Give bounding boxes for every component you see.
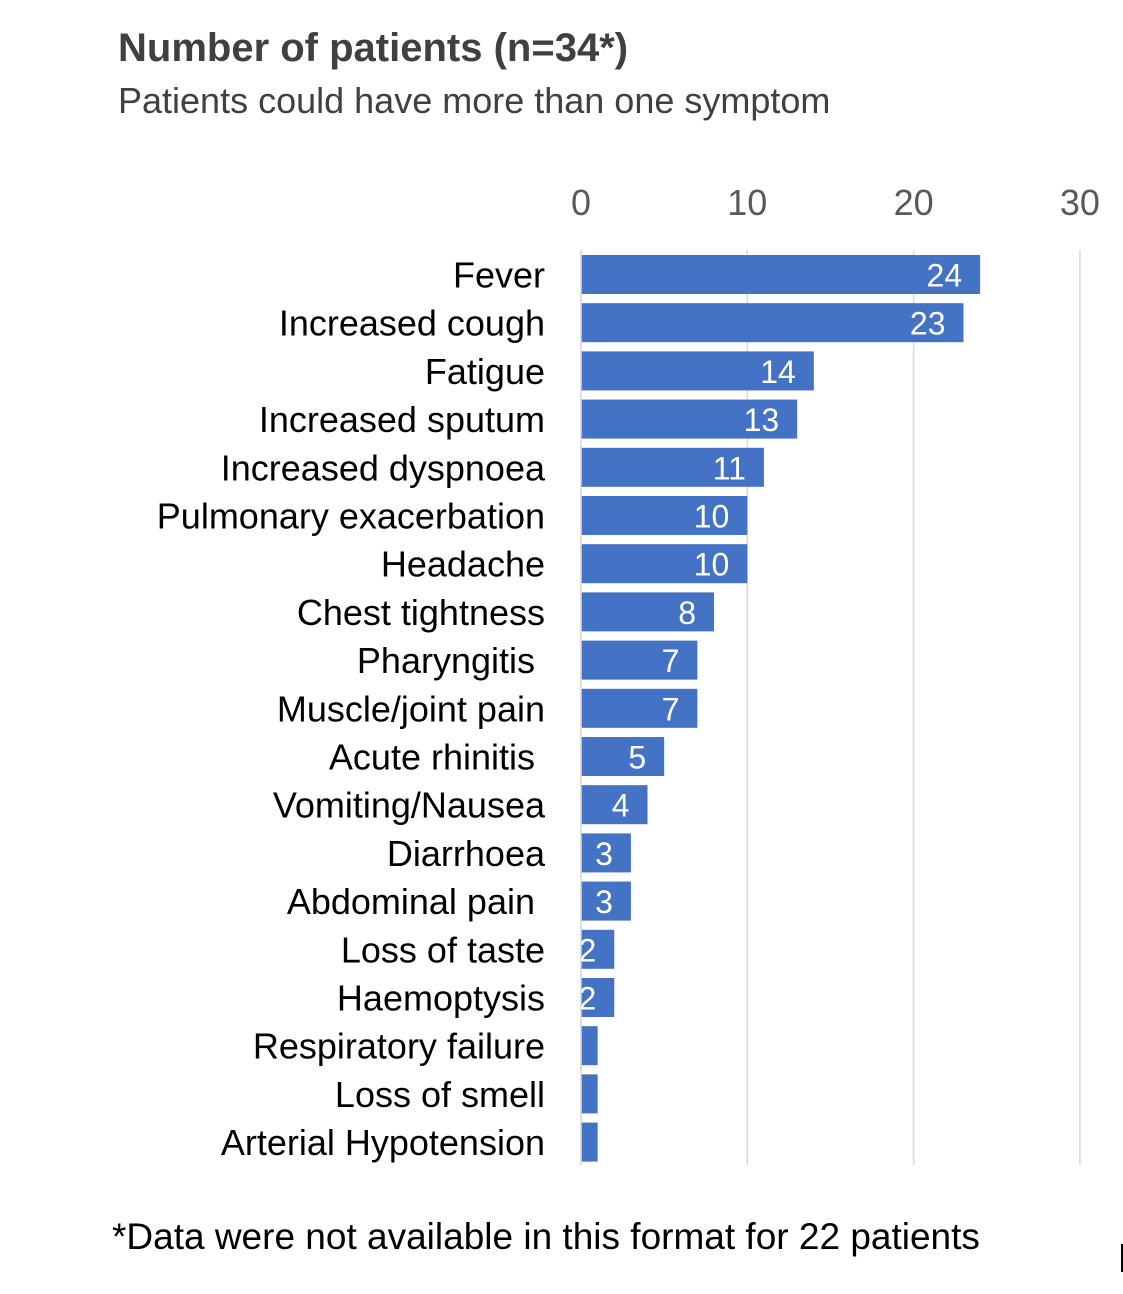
bar <box>581 785 648 825</box>
data-label: 2 <box>578 932 596 968</box>
data-label: 23 <box>910 306 946 342</box>
x-tick-label: 10 <box>727 182 767 223</box>
data-label: 8 <box>678 595 696 631</box>
category-label: Muscle/joint pain <box>277 688 545 729</box>
category-label: Increased sputum <box>259 399 545 440</box>
category-label: Loss of smell <box>335 1074 545 1115</box>
chart-title: Number of patients (n=34*) <box>118 26 629 70</box>
data-label: 24 <box>927 258 963 294</box>
bar <box>581 447 764 487</box>
data-label: 10 <box>694 499 730 535</box>
data-label: 7 <box>662 691 680 727</box>
data-label: 4 <box>612 788 630 824</box>
bar <box>581 544 748 584</box>
bar <box>581 737 665 776</box>
data-label: 10 <box>694 547 730 583</box>
bar <box>581 640 698 680</box>
bar <box>581 929 615 969</box>
category-label: Increased dyspnoea <box>221 447 546 488</box>
x-tick-label: 20 <box>894 182 934 223</box>
category-label: Pulmonary exacerbation <box>157 496 545 537</box>
bar <box>581 881 631 921</box>
category-label: Fever <box>453 255 545 296</box>
category-label: Abdominal pain <box>287 881 545 922</box>
bar <box>581 303 964 343</box>
category-label: Increased cough <box>279 303 545 344</box>
x-tick-label: 30 <box>1060 182 1100 223</box>
data-label: 14 <box>760 354 796 390</box>
data-label: 5 <box>628 740 646 776</box>
bar <box>581 255 981 294</box>
bar <box>581 592 715 632</box>
category-label: Headache <box>381 544 545 585</box>
data-label: 3 <box>595 836 613 872</box>
bar <box>581 978 615 1017</box>
bar <box>581 688 698 728</box>
data-label: 2 <box>578 981 596 1017</box>
chart-subtitle: Patients could have more than one sympto… <box>118 80 831 121</box>
category-label: Fatigue <box>425 351 545 392</box>
corner-mark <box>1121 1244 1123 1272</box>
bar <box>581 1026 598 1066</box>
data-label: 11 <box>713 450 746 486</box>
category-label: Haemoptysis <box>337 978 545 1019</box>
bar <box>581 496 748 535</box>
category-label: Pharyngitis <box>357 640 545 681</box>
category-label: Respiratory failure <box>253 1026 545 1067</box>
category-label: Chest tightness <box>297 592 545 633</box>
data-label: 7 <box>662 643 680 679</box>
bar <box>581 833 631 873</box>
category-label: Loss of taste <box>341 929 545 970</box>
category-label: Acute rhinitis <box>329 737 545 778</box>
category-label: Arterial Hypotension <box>221 1122 545 1163</box>
bar <box>581 399 798 439</box>
x-tick-label: 0 <box>571 182 591 223</box>
data-label: 3 <box>595 884 613 920</box>
bar <box>581 1122 598 1162</box>
chart-footnote: *Data were not available in this format … <box>112 1216 980 1257</box>
category-label: Diarrhoea <box>387 833 546 874</box>
bar <box>581 1074 598 1114</box>
data-label: 13 <box>744 402 780 438</box>
category-label: Vomiting/Nausea <box>273 785 546 826</box>
bar <box>581 351 814 391</box>
